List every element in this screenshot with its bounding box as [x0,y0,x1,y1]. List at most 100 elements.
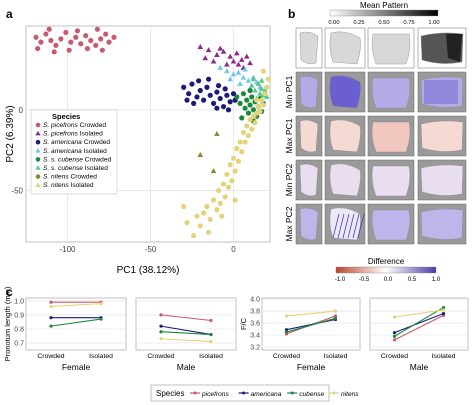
y-tick-label: 3.2 [250,345,260,352]
colorbar-tick-label: 0.00 [328,20,339,26]
scatter-point [207,92,213,98]
scatter-point [219,213,225,219]
scatter-point [33,34,39,40]
scatter-point [205,229,212,235]
series-point-nitens [209,339,213,344]
series-point-cubense [99,317,103,321]
scatter-point [255,103,261,110]
scatter-point [243,53,250,59]
pattern-image [417,27,467,69]
scatter-point [245,110,252,116]
legend-label: S. s. cubense Crowded [43,156,112,163]
legend-marker [35,130,41,136]
series-line-nitens [394,309,444,318]
series-point-americana [284,328,289,332]
scatter-point [247,87,253,94]
scatter-point [214,131,220,136]
y-tick-label: 0.7 [14,340,24,347]
scatter-point [254,97,260,103]
series-line-americana [160,325,212,336]
scatter-point [247,60,253,66]
scatter-point [242,66,248,72]
scatter-point [260,102,266,108]
scatter-point [230,91,237,97]
scatter-point [196,78,202,84]
legend-label: picefrons [201,391,229,398]
scatter-point [210,168,217,174]
scatter-point [230,58,237,64]
series-point-americana [49,316,53,320]
scatter-point [227,162,233,168]
scatter-point [51,49,57,55]
scatter-point [184,220,190,226]
series-point-cubense [49,324,53,328]
scatter-point [73,34,79,40]
panel-label-b: b [288,7,295,21]
panel-label-a: a [6,7,13,21]
series-point-picefrons [159,313,163,317]
panel-a-x-axis-label: PC1 (38.12%) [117,265,180,276]
scatter-point [84,45,91,52]
series-line-cubense [160,331,212,336]
series-point-cubense [441,305,446,310]
scatter-point [257,108,263,115]
pattern-image [295,27,323,69]
series-point-nitens [441,308,446,312]
panel-a-points [33,26,271,239]
facet-female: Crowded Isolated Female [261,297,361,372]
scatter-point [220,181,227,187]
mean-pattern-colorbar [329,9,439,17]
colorbar-tick-label: 1.00 [428,20,439,26]
scatter-point [224,68,230,74]
scatter-point [244,123,250,129]
difference-title: Difference [368,257,405,266]
pattern-image [417,159,467,201]
scatter-point [225,107,232,113]
scatter-point [194,94,200,100]
scatter-point [237,81,243,87]
pattern-image [295,203,323,245]
scatter-point [210,58,217,64]
scatter-point [181,203,187,210]
scatter-point [232,168,238,174]
series-line-cubense [394,307,444,337]
scatter-point [48,37,54,44]
x-tick-label: Crowded [381,353,408,360]
pattern-image [417,71,467,113]
scatter-point [250,76,257,82]
pattern-image [417,115,467,157]
scatter-point [260,68,266,74]
legend-label: S. nitens Isolated [43,182,94,189]
scatter-point [258,77,265,83]
scatter-point [217,200,223,206]
scatter-point [53,42,59,48]
pattern-image [324,71,366,113]
legend-label: S. picefrons Isolated [43,131,103,138]
y-tick-label: 0.9 [14,312,24,319]
legend-label: S. americana Isolated [43,148,107,155]
colorbar-tick-label: 0.5 [408,277,417,283]
row-label: Min PC2 [284,163,294,196]
scatter-point [66,47,72,53]
series-point-nitens [49,304,53,309]
scatter-point [262,91,268,97]
scatter-point [252,120,258,126]
scatter-point [194,213,200,219]
scatter-point [263,93,270,99]
scatter-point [35,45,41,52]
scatter-point [184,97,190,103]
scatter-point [225,184,232,190]
row-label: Max PC2 [284,206,294,241]
scatter-point [230,71,237,77]
scatter-point [237,100,243,106]
scatter-point [201,97,207,103]
series-line-americana [394,313,444,334]
series-point-nitens [392,315,397,319]
series-point-cubense [159,330,163,334]
legend-swatch-point [332,391,336,395]
scatter-point [217,45,224,51]
scatter-point [207,216,213,223]
scatter-point [235,69,242,75]
